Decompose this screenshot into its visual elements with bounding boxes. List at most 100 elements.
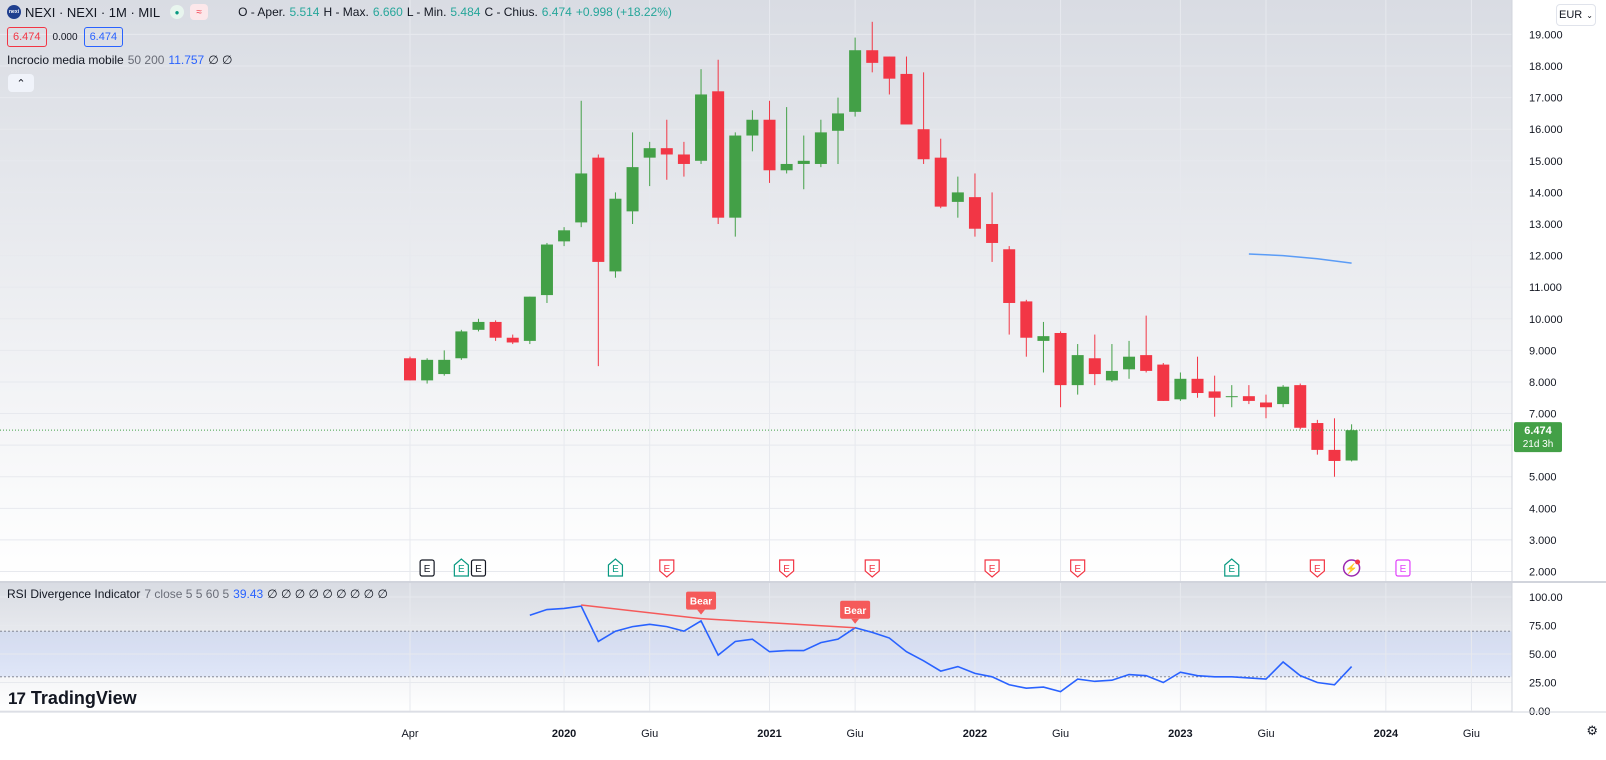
candle-body	[1071, 355, 1084, 386]
candle-down	[763, 100, 776, 183]
candle-down	[592, 154, 605, 367]
candle-up	[438, 350, 451, 376]
candle-body	[489, 321, 502, 338]
earnings-marker[interactable]: E	[607, 558, 624, 577]
candle-down	[1242, 385, 1255, 405]
ask-price[interactable]: 6.474	[83, 27, 124, 47]
rsi-indicator-extra: ∅ ∅ ∅ ∅ ∅ ∅ ∅ ∅ ∅	[267, 587, 388, 601]
gear-icon[interactable]: ⚙	[1586, 723, 1598, 738]
candle-up	[746, 110, 759, 152]
currency-select[interactable]: EUR ⌄	[1556, 4, 1596, 26]
earnings-marker[interactable]: E	[864, 559, 880, 578]
price-tick-label: 7.000	[1529, 409, 1557, 421]
earnings-marker[interactable]: E	[984, 559, 1000, 578]
bear-divergence-line	[700, 617, 856, 629]
ma-indicator-name[interactable]: Incrocio media mobile	[7, 53, 124, 67]
earnings-marker[interactable]: E	[1224, 558, 1240, 577]
data-feed-icon[interactable]: ≈	[190, 4, 209, 20]
ma-indicator-legend[interactable]: Incrocio media mobile 50 200 11.757 ∅ ∅	[7, 53, 236, 67]
earnings-marker-label: E	[612, 564, 619, 575]
candle-up	[472, 318, 485, 332]
candle-body	[1003, 249, 1016, 303]
candle-up	[1105, 344, 1118, 382]
rsi-tick-label: 75.00	[1529, 621, 1557, 633]
earnings-marker-shape	[1309, 559, 1325, 578]
earnings-marker[interactable]: E	[1070, 559, 1086, 578]
candle-body	[712, 91, 725, 218]
price-boxes: 6.474 0.000 6.474	[7, 27, 127, 47]
bid-price[interactable]: 6.474	[7, 27, 47, 47]
bear-label-bg	[840, 600, 871, 619]
candle-body	[866, 50, 879, 63]
earnings-marker-shape	[1342, 559, 1361, 577]
high-label: H - Max.	[323, 5, 369, 19]
earnings-marker[interactable]: E	[419, 559, 435, 577]
candle-body	[472, 321, 485, 330]
candle-down	[917, 72, 930, 164]
candle-down	[1208, 375, 1221, 417]
collapse-legend-button[interactable]: ⌃	[8, 74, 34, 92]
candle-down	[489, 320, 502, 341]
candle-body	[986, 223, 999, 243]
earnings-marker[interactable]: E	[659, 559, 675, 578]
tradingview-logo[interactable]: 17 TradingView	[8, 688, 137, 709]
candle-down	[1054, 331, 1067, 408]
earnings-marker-shape	[1395, 559, 1411, 577]
earnings-marker[interactable]: E	[779, 559, 795, 578]
time-tick-label: 2022	[963, 728, 987, 740]
time-tick-label: 2024	[1374, 728, 1399, 740]
chevron-down-icon: ⌄	[1586, 10, 1593, 20]
candle-body	[575, 173, 588, 223]
earnings-marker-label: E	[458, 564, 465, 575]
earnings-marker-shape	[779, 559, 795, 578]
candle-body	[900, 73, 913, 125]
rsi-indicator-name[interactable]: RSI Divergence Indicator	[7, 587, 141, 601]
earnings-marker[interactable]: E	[1395, 559, 1411, 577]
earnings-marker[interactable]: E	[1309, 559, 1325, 578]
symbol-title[interactable]: NEXI · NEXI · 1M · MIL	[25, 4, 161, 20]
candle-body	[1157, 364, 1170, 401]
market-status-icon[interactable]: ●	[170, 5, 185, 19]
earnings-marker[interactable]: E	[453, 558, 469, 577]
low-label: L - Min.	[406, 5, 447, 19]
candle-body	[558, 230, 571, 242]
candle-body	[421, 359, 434, 381]
candle-up	[1174, 372, 1187, 401]
price-tick-label: 18.000	[1529, 61, 1563, 73]
earnings-marker-shape	[1070, 559, 1086, 578]
candle-up	[523, 296, 536, 345]
ma-indicator-extra: ∅ ∅	[208, 53, 233, 67]
earnings-marker-label: E	[1400, 564, 1407, 575]
candle-body	[849, 50, 862, 112]
price-tick-label: 19.000	[1529, 29, 1563, 41]
rsi-line	[529, 605, 1353, 693]
candle-up	[951, 176, 964, 218]
candle-up	[575, 100, 588, 228]
earnings-marker[interactable]: E	[470, 559, 487, 577]
candle-down	[934, 138, 947, 209]
candle-down	[1328, 418, 1341, 477]
rsi-indicator-legend[interactable]: RSI Divergence Indicator 7 close 5 5 60 …	[7, 587, 392, 601]
rsi-tick-label: 25.00	[1529, 678, 1557, 690]
candle-body	[1328, 449, 1341, 461]
candle-up	[814, 119, 827, 168]
time-tick-label: Giu	[847, 728, 864, 740]
earnings-marker-label: E	[869, 564, 876, 575]
earnings-marker-label: E	[424, 564, 431, 575]
candle-up	[1277, 385, 1290, 408]
candle-body	[917, 129, 930, 160]
candle-body	[814, 132, 827, 164]
candle-up	[797, 135, 810, 190]
time-tick-label: Giu	[641, 728, 658, 740]
symbol-logo: nexi	[7, 5, 21, 19]
candle-up	[780, 107, 793, 174]
currency-label: EUR	[1559, 9, 1583, 21]
time-tick-label: Giu	[1463, 728, 1480, 740]
candle-body	[1088, 358, 1101, 375]
bear-label-text: Bear	[690, 597, 712, 608]
candle-body	[883, 56, 896, 79]
price-tick-label: 9.000	[1529, 345, 1557, 357]
candle-up	[1071, 344, 1084, 395]
earnings-marker[interactable]: ⚡	[1342, 559, 1361, 577]
